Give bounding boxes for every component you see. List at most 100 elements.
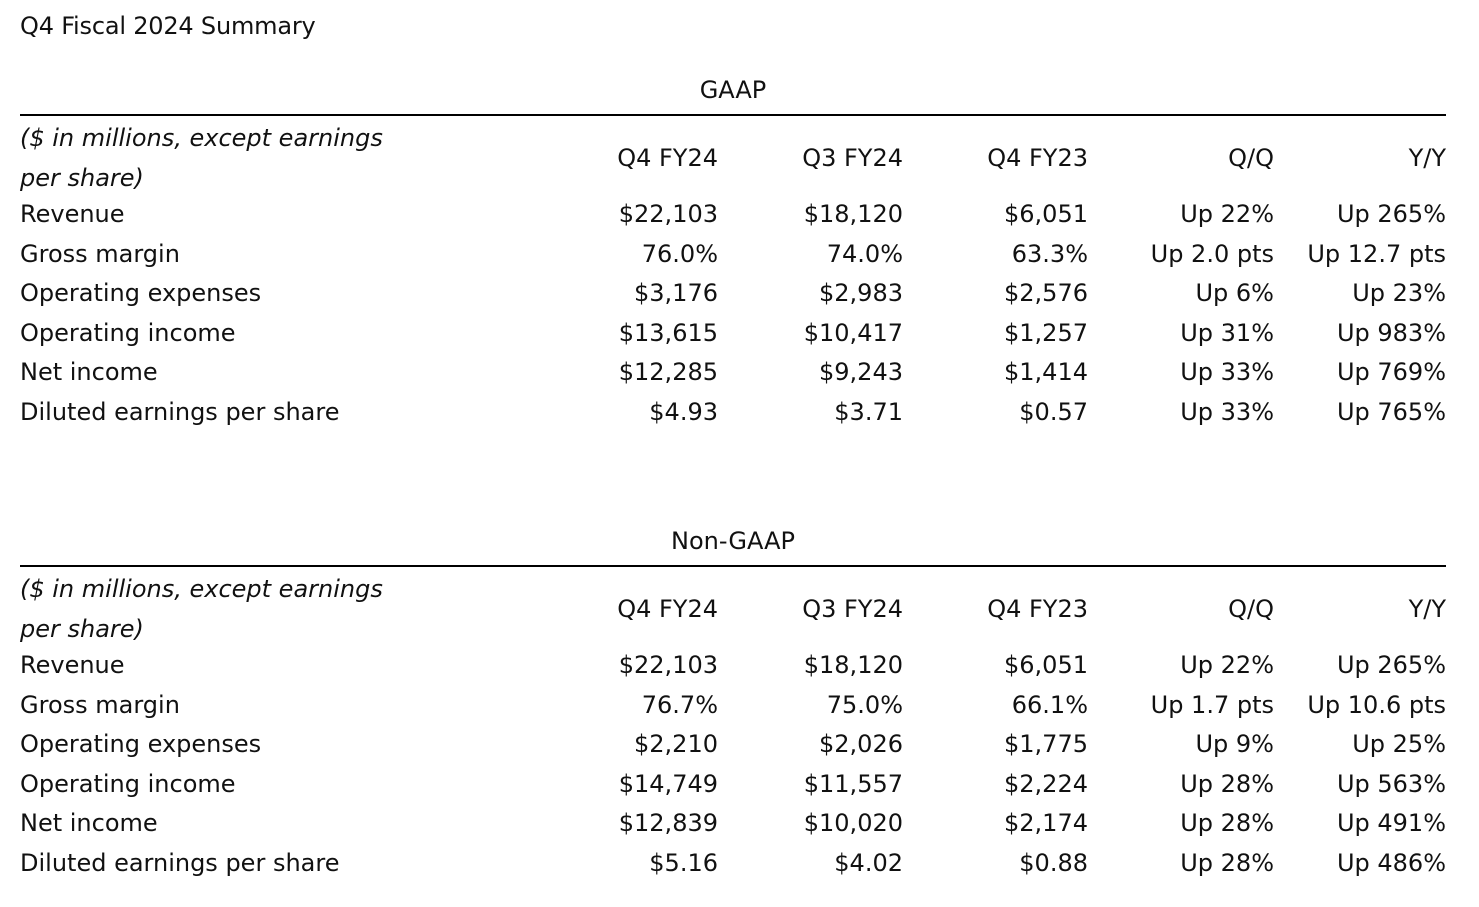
column-header-q4-fy24: Q4 FY24 (617, 595, 718, 623)
table-cell: $1,414 (1004, 358, 1088, 387)
table-row: Operating income $13,615 $10,417 $1,257 Up 3… (20, 313, 1446, 353)
table-cell: 63.3% (1011, 239, 1088, 268)
row-label: Net income (20, 358, 158, 387)
table-row: Net income $12,285 $9,243 $1,414 Up 33% Up 76… (20, 352, 1446, 392)
table-cell: Up 769% (1336, 358, 1446, 387)
gaap-heading: GAAP (699, 76, 767, 104)
non-gaap-header-rule (20, 565, 1446, 567)
table-cell: $2,983 (819, 279, 903, 308)
column-header-qq: Q/Q (1228, 595, 1274, 623)
column-header-q4-fy23: Q4 FY23 (987, 144, 1088, 172)
table-cell: $18,120 (803, 651, 903, 679)
row-label: Revenue (20, 200, 125, 228)
table-row: Gross margin 76.0% 74.0% 63.3% Up 2.0 pts Up … (20, 234, 1446, 274)
table-cell: 76.7% (641, 690, 718, 719)
table-cell: Up 2.0 pts (1150, 239, 1274, 268)
table-cell: Up 765% (1336, 398, 1446, 426)
table-cell: Up 983% (1336, 318, 1446, 347)
table-cell: Up 33% (1180, 398, 1274, 426)
table-cell: Up 9% (1195, 730, 1274, 759)
row-label: Gross margin (20, 690, 180, 719)
table-cell: $2,224 (1004, 769, 1088, 798)
table-cell: Up 486% (1336, 849, 1446, 877)
table-cell: Up 6% (1195, 279, 1274, 308)
table-row: Diluted earnings per share $4.93 $3.71 $0.5… (20, 392, 1446, 432)
table-cell: $12,839 (618, 809, 718, 838)
table-cell: Up 23% (1352, 279, 1446, 308)
table-cell: $2,210 (634, 730, 718, 759)
table-cell: $1,257 (1004, 318, 1088, 347)
table-cell: $22,103 (618, 651, 718, 679)
column-header-q3-fy24: Q3 FY24 (802, 144, 903, 172)
table-cell: Up 22% (1180, 651, 1274, 679)
table-row: Revenue $22,103 $18,120 $6,051 Up 22% Up 265% (20, 645, 1446, 685)
row-label: Revenue (20, 651, 125, 679)
table-cell: Up 563% (1336, 769, 1446, 798)
table-cell: $3,176 (634, 279, 718, 308)
column-header-qq: Q/Q (1228, 144, 1274, 172)
table-row: Diluted earnings per share $5.16 $4.02 $0.8… (20, 843, 1446, 883)
column-header-q4-fy24: Q4 FY24 (617, 144, 718, 172)
table-row: Operating expenses $3,176 $2,983 $2,576 Up 6… (20, 273, 1446, 313)
gaap-header-rule (20, 114, 1446, 116)
table-cell: $14,749 (618, 769, 718, 798)
units-note: ($ in millions, except earnings per shar… (20, 575, 383, 643)
table-cell: $5.16 (649, 849, 718, 877)
table-row: Operating income $14,749 $11,557 $2,224 Up 2… (20, 764, 1446, 804)
table-cell: 75.0% (826, 690, 903, 719)
table-cell: Up 22% (1180, 200, 1274, 228)
row-label: Gross margin (20, 239, 180, 268)
table-cell: Up 265% (1336, 651, 1446, 679)
table-row: Gross margin 76.7% 75.0% 66.1% Up 1.7 pts Up … (20, 685, 1446, 725)
table-cell: Up 28% (1180, 849, 1274, 877)
table-cell: $10,020 (803, 809, 903, 838)
table-cell: Up 31% (1180, 318, 1274, 347)
table-cell: $13,615 (618, 318, 718, 347)
column-header-yy: Y/Y (1408, 144, 1446, 172)
table-cell: $2,576 (1004, 279, 1088, 308)
table-cell: $4.02 (834, 849, 903, 877)
table-cell: Up 33% (1180, 358, 1274, 387)
row-label: Operating expenses (20, 279, 262, 308)
column-header-q3-fy24: Q3 FY24 (802, 595, 903, 623)
table-cell: $11,557 (803, 769, 903, 798)
table-row: Revenue $22,103 $18,120 $6,051 Up 22% Up 265% (20, 194, 1446, 234)
row-label: Operating income (20, 318, 236, 347)
table-cell: $2,026 (819, 730, 903, 759)
row-label: Diluted earnings per share (20, 398, 340, 426)
table-cell: $6,051 (1004, 200, 1088, 228)
table-cell: Up 25% (1352, 730, 1446, 759)
table-cell: 74.0% (826, 239, 903, 268)
table-cell: Up 491% (1336, 809, 1446, 838)
table-cell: Up 28% (1180, 809, 1274, 838)
table-cell: $3.71 (834, 398, 903, 426)
units-note: ($ in millions, except earnings per shar… (20, 124, 383, 192)
table-cell: Up 28% (1180, 769, 1274, 798)
table-cell: $1,775 (1004, 730, 1088, 759)
table-cell: 76.0% (641, 239, 718, 268)
row-label: Operating income (20, 769, 236, 798)
table-cell: Up 1.7 pts (1150, 690, 1274, 719)
table-cell: $22,103 (618, 200, 718, 228)
page-title: Q4 Fiscal 2024 Summary (20, 12, 316, 40)
table-cell: $9,243 (819, 358, 903, 387)
table-cell: $0.57 (1019, 398, 1088, 426)
table-cell: $6,051 (1004, 651, 1088, 679)
table-cell: 66.1% (1011, 690, 1088, 719)
table-cell: $10,417 (803, 318, 903, 347)
table-cell: $18,120 (803, 200, 903, 228)
row-label: Operating expenses (20, 730, 262, 759)
table-cell: $0.88 (1019, 849, 1088, 877)
column-header-yy: Y/Y (1408, 595, 1446, 623)
table-row: Net income $12,839 $10,020 $2,174 Up 28% Up 4… (20, 803, 1446, 843)
table-cell: $2,174 (1004, 809, 1088, 838)
row-label: Net income (20, 809, 158, 838)
table-cell: Up 10.6 pts (1307, 690, 1446, 719)
table-cell: $4.93 (649, 398, 718, 426)
table-row: Operating expenses $2,210 $2,026 $1,775 Up 9… (20, 724, 1446, 764)
table-cell: $12,285 (618, 358, 718, 387)
column-header-q4-fy23: Q4 FY23 (987, 595, 1088, 623)
table-cell: Up 12.7 pts (1307, 239, 1446, 268)
table-cell: Up 265% (1336, 200, 1446, 228)
row-label: Diluted earnings per share (20, 849, 340, 877)
